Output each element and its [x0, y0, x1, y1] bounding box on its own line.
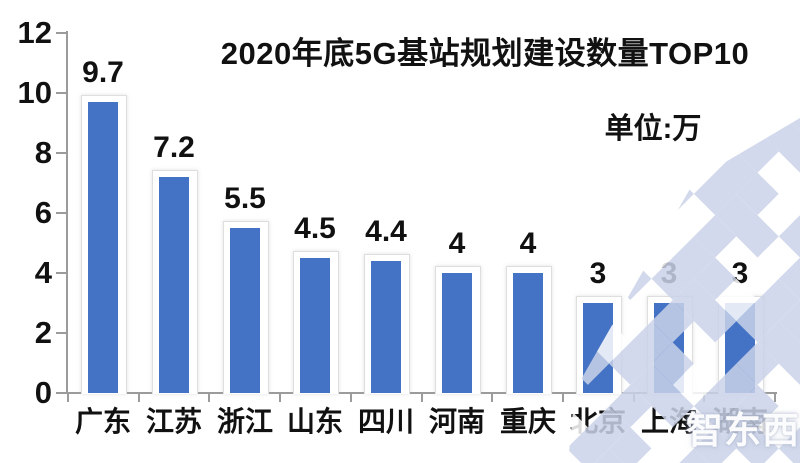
bar-value-label: 3 [660, 257, 678, 290]
x-category-label: 上海 [640, 406, 697, 437]
bar [300, 258, 330, 393]
y-tick-mark [56, 152, 66, 154]
bar-value-label: 4 [519, 227, 537, 260]
y-tick-label: 6 [34, 195, 52, 230]
y-tick-label: 4 [34, 255, 52, 290]
y-tick-label: 0 [34, 375, 52, 410]
x-category-label: 湖南 [711, 406, 768, 437]
y-tick-mark [56, 392, 66, 394]
x-tick-mark [774, 393, 776, 402]
bar-value-label: 9.7 [82, 56, 124, 89]
x-tick-mark [137, 393, 140, 402]
y-tick-mark [56, 32, 66, 34]
bar-value-label: 7.2 [153, 131, 195, 164]
bar-value-label: 4.5 [294, 212, 336, 245]
x-tick-mark [491, 393, 494, 402]
bar [442, 273, 472, 393]
y-tick-mark [56, 212, 66, 214]
bar [513, 273, 543, 393]
x-tick-mark [703, 393, 706, 402]
x-category-label: 北京 [569, 406, 626, 437]
x-category-label: 重庆 [499, 406, 556, 437]
y-tick-mark [56, 92, 66, 94]
bar [583, 303, 613, 393]
bar-value-label: 5.5 [224, 182, 266, 215]
bar-value-label: 3 [589, 257, 607, 290]
x-tick-mark [208, 393, 211, 402]
x-category-label: 四川 [357, 406, 414, 437]
bar-value-label: 3 [731, 257, 749, 290]
bar [371, 261, 401, 393]
x-category-label: 河南 [428, 406, 485, 437]
x-category-label: 浙江 [216, 406, 273, 437]
y-tick-mark [56, 272, 66, 274]
bar [230, 228, 260, 393]
y-axis-line [66, 31, 68, 394]
x-tick-mark [420, 393, 423, 402]
x-tick-mark [632, 393, 635, 402]
y-tick-label: 10 [17, 75, 52, 110]
chart-title: 2020年底5G基站规划建设数量TOP10 [220, 36, 750, 71]
y-tick-label: 12 [17, 15, 52, 50]
bar [88, 102, 118, 393]
x-category-label: 广东 [74, 406, 131, 437]
x-category-label: 山东 [286, 406, 343, 437]
bar-value-label: 4.4 [365, 215, 407, 248]
bar [725, 303, 755, 393]
bar-value-label: 4 [448, 227, 466, 260]
x-tick-mark [349, 393, 352, 402]
unit-label: 单位:万 [604, 113, 702, 145]
x-category-label: 江苏 [145, 406, 202, 437]
y-tick-label: 8 [34, 135, 52, 170]
x-tick-mark [561, 393, 564, 402]
y-tick-mark [56, 332, 66, 334]
x-tick-mark [67, 393, 69, 402]
bar [159, 177, 189, 393]
x-tick-mark [279, 393, 282, 402]
y-tick-label: 2 [34, 315, 52, 350]
bar [654, 303, 684, 393]
